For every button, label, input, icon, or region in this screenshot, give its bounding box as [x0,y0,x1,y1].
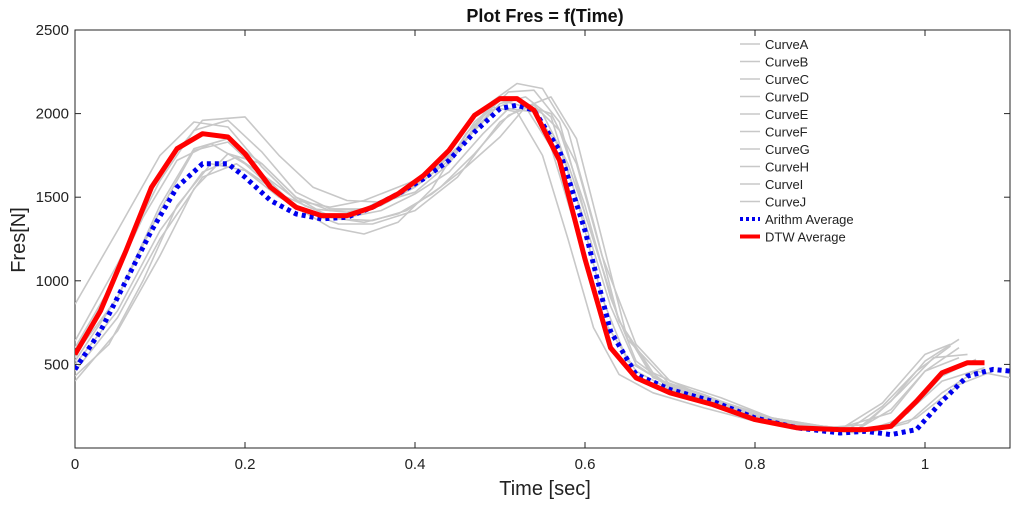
legend-label-arithm-average: Arithm Average [765,212,854,227]
x-tick-label: 0 [71,456,79,473]
legend-label-curveg: CurveG [765,142,810,157]
series-line-dtw-average [75,96,985,433]
legend-label-curvej: CurveJ [765,195,806,210]
x-tick-label: 1 [921,456,929,473]
legend-label-curvei: CurveI [765,177,803,192]
x-tick-label: 0.8 [745,456,766,473]
legend-label-curved: CurveD [765,90,809,105]
y-axis: 500 1000 1500 2000 2500 [36,22,1010,373]
x-tick-label: 0.2 [235,456,256,473]
y-tick-label: 500 [44,356,69,373]
y-tick-label: 2000 [36,106,69,123]
legend-label-dtw-average: DTW Average [765,230,846,245]
x-tick-label: 0.6 [575,456,596,473]
x-axis: 0 0.2 0.4 0.6 0.8 1 [71,30,929,473]
legend-label-curvee: CurveE [765,107,809,122]
y-axis-label: Fres[N] [8,207,30,273]
y-tick-label: 2500 [36,22,69,39]
series-line-arithm-average [75,102,1010,438]
series-line-curveg [75,82,951,431]
y-tick-label: 1000 [36,273,69,290]
x-axis-label: Time [sec] [499,478,591,500]
legend-label-curvef: CurveF [765,125,808,140]
y-tick-label: 1500 [36,189,69,206]
legend-label-curvea: CurveA [765,37,809,52]
x-tick-label: 0.4 [405,456,426,473]
plot-area [74,29,1011,449]
legend-label-curveh: CurveH [765,160,809,175]
legend-label-curvec: CurveC [765,72,809,87]
legend-label-curveb: CurveB [765,55,808,70]
plot-frame [74,29,1011,449]
chart-title: Plot Fres = f(Time) [466,6,623,26]
legend: CurveA CurveB CurveC CurveD CurveE CurveF Curv… [740,37,854,245]
